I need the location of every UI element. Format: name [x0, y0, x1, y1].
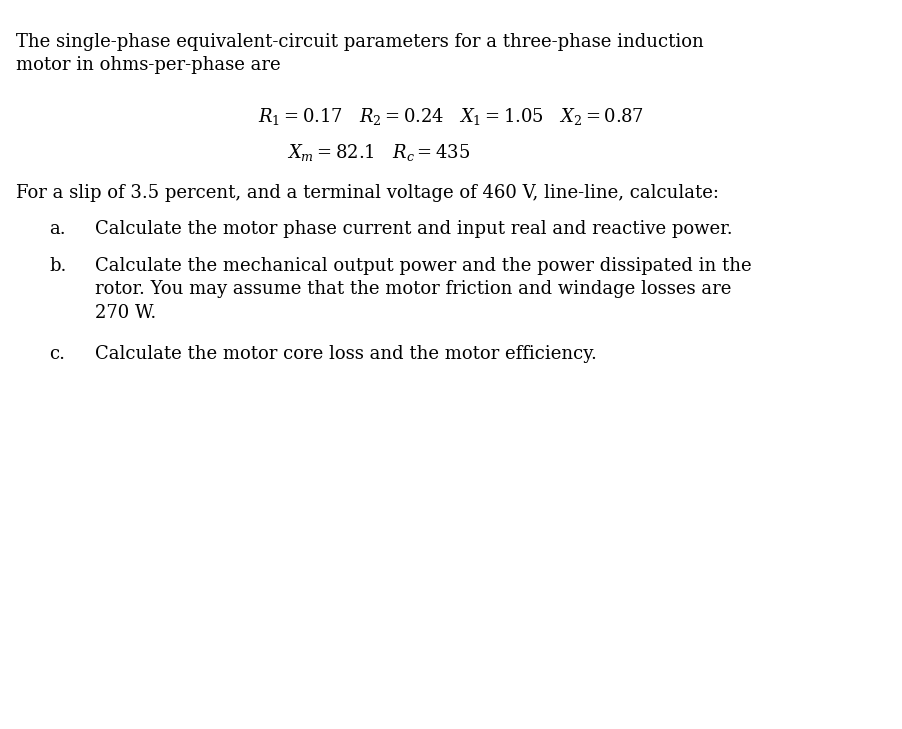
- Text: b.: b.: [50, 257, 67, 275]
- Text: Calculate the mechanical output power and the power dissipated in the
rotor. You: Calculate the mechanical output power an…: [95, 257, 751, 321]
- Text: For a slip of 3.5 percent, and a terminal voltage of 460 V, line-line, calculate: For a slip of 3.5 percent, and a termina…: [16, 184, 719, 202]
- Text: c.: c.: [50, 345, 66, 363]
- Text: Calculate the motor phase current and input real and reactive power.: Calculate the motor phase current and in…: [95, 220, 732, 238]
- Text: $R_1 = 0.17\quad R_2 = 0.24\quad X_1 = 1.05\quad X_2 = 0.87$: $R_1 = 0.17\quad R_2 = 0.24\quad X_1 = 1…: [258, 106, 644, 127]
- Text: $X_m = 82.1\quad R_c = 435$: $X_m = 82.1\quad R_c = 435$: [287, 142, 471, 163]
- Text: a.: a.: [50, 220, 66, 238]
- Text: The single-phase equivalent-circuit parameters for a three-phase induction
motor: The single-phase equivalent-circuit para…: [16, 33, 704, 74]
- Text: Calculate the motor core loss and the motor efficiency.: Calculate the motor core loss and the mo…: [95, 345, 596, 363]
